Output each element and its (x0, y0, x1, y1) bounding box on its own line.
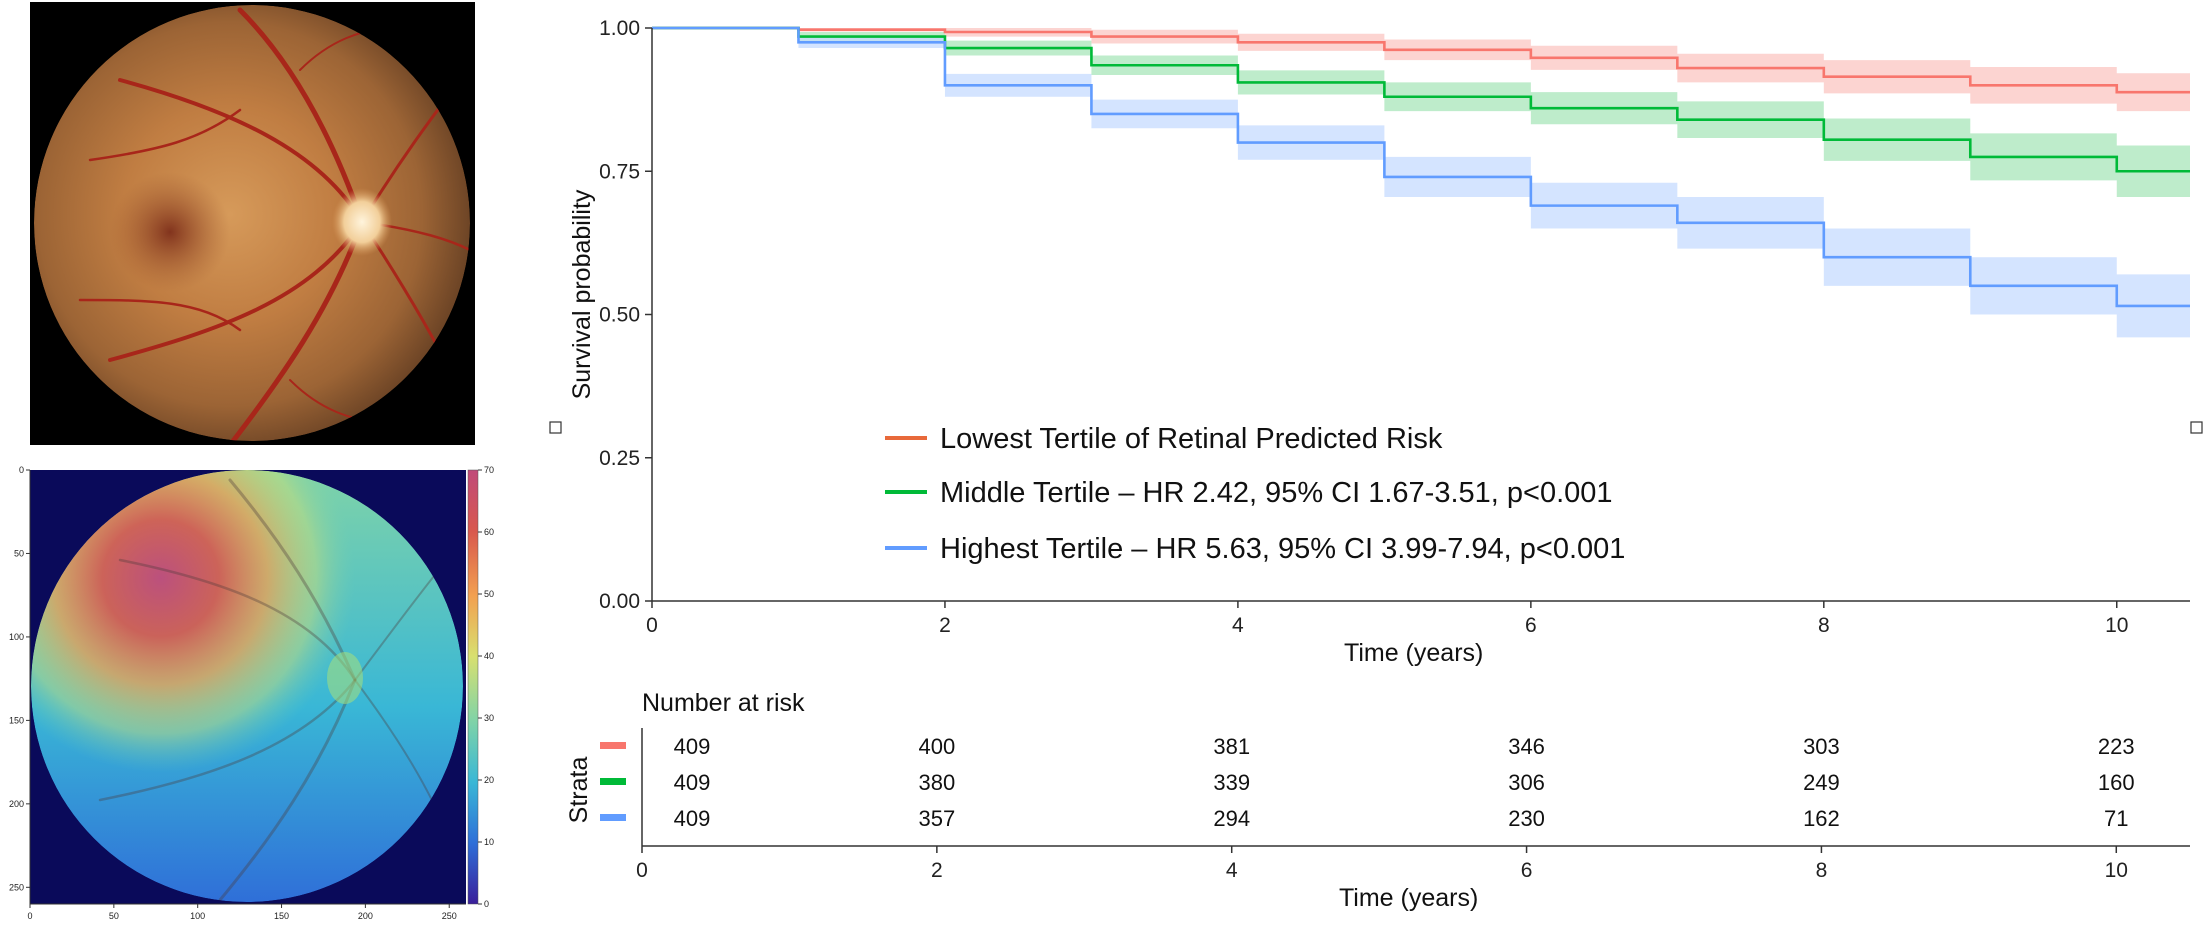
risk-cell-lowest: 303 (1803, 734, 1840, 759)
km-y-tick-label: 0.25 (599, 447, 640, 470)
km-x-tick-label: 8 (1818, 614, 1830, 637)
km-legend: Lowest Tertile of Retinal Predicted Risk… (885, 423, 1625, 565)
legend-label-lowest: Lowest Tertile of Retinal Predicted Risk (940, 423, 1443, 455)
risk-cell-highest: 294 (1213, 806, 1250, 831)
risk-cell-highest: 71 (2104, 806, 2128, 831)
saliency-x-tick-label: 150 (274, 911, 289, 921)
risk-cell-lowest: 409 (674, 734, 711, 759)
saliency-optic-disc (327, 652, 363, 704)
risk-x-tick-label: 6 (1521, 859, 1533, 882)
saliency-y-tick-label: 150 (9, 715, 24, 725)
saliency-colorbar (467, 469, 479, 905)
km-x-tick-label: 10 (2105, 614, 2128, 637)
km-y-tick-label: 1.00 (599, 17, 640, 40)
risk-cell-highest: 357 (918, 806, 955, 831)
saliency-y-tick-label: 100 (9, 632, 24, 642)
fundus-retina (34, 5, 470, 441)
km-y-axis-title: Survival probability (568, 189, 596, 399)
risk-cell-middle: 249 (1803, 770, 1840, 795)
risk-cell-lowest: 223 (2098, 734, 2135, 759)
survival-line-lowest (652, 26, 2190, 94)
number-at-risk-table: Number at risk Strata 409 400 381 346 303 223… (565, 689, 2190, 912)
saliency-y-tick-label: 200 (9, 799, 24, 809)
risk-x-tick-label: 0 (636, 859, 648, 882)
risk-cell-highest: 162 (1803, 806, 1840, 831)
edge-marker-right (2190, 421, 2203, 434)
risk-x-tick-label: 2 (931, 859, 943, 882)
fundus-macula (110, 172, 230, 292)
risk-cell-middle: 339 (1213, 770, 1250, 795)
fundus-optic-disc (332, 188, 392, 256)
colorbar-tick-label: 40 (484, 651, 494, 661)
risk-cell-middle: 160 (2098, 770, 2135, 795)
risk-cell-middle: 380 (918, 770, 955, 795)
saliency-x-tick-label: 100 (190, 911, 205, 921)
saliency-map: 0 50 100 150 200 250 0 50 100 150 200 250 0 10 20 30 4… (9, 465, 494, 921)
ci-band-middle (652, 28, 2190, 198)
colorbar-tick-label: 70 (484, 465, 494, 475)
risk-cell-highest: 409 (674, 806, 711, 831)
saliency-x-tick-label: 50 (109, 911, 119, 921)
legend-label-highest: Highest Tertile – HR 5.63, 95% CI 3.99-7… (940, 533, 1625, 565)
colorbar-tick-label: 50 (484, 589, 494, 599)
risk-cell-lowest: 400 (918, 734, 955, 759)
ci-band-lowest (652, 28, 2190, 112)
km-x-axis-title: Time (years) (1344, 639, 1483, 667)
saliency-x-tick-label: 200 (358, 911, 373, 921)
risk-x-axis-title: Time (years) (1339, 884, 1478, 912)
edge-marker-left (549, 421, 562, 434)
strata-swatch-middle (600, 778, 626, 785)
km-y-tick-label: 0.00 (599, 590, 640, 613)
saliency-x-tick-label: 250 (442, 911, 457, 921)
saliency-y-tick-label: 250 (9, 882, 24, 892)
ci-band-highest (652, 28, 2190, 338)
km-x-tick-label: 6 (1525, 614, 1537, 637)
risk-x-tick-label: 4 (1226, 859, 1238, 882)
colorbar-tick-label: 30 (484, 713, 494, 723)
risk-x-tick-label: 10 (2105, 859, 2128, 882)
risk-cell-highest: 230 (1508, 806, 1545, 831)
km-x-tick-label: 4 (1232, 614, 1244, 637)
risk-cell-lowest: 381 (1213, 734, 1250, 759)
colorbar-tick-label: 20 (484, 775, 494, 785)
km-survival-plot: 0 2 4 6 8 10 0.00 0.25 0.50 0.75 1.00 Time (years… (568, 17, 2190, 667)
legend-label-middle: Middle Tertile – HR 2.42, 95% CI 1.67-3.… (940, 477, 1613, 509)
strata-swatch-highest (600, 814, 626, 821)
saliency-y-tick-label: 50 (14, 548, 24, 558)
survival-line-highest (652, 26, 2190, 308)
risk-table-title: Number at risk (642, 689, 805, 717)
colorbar-tick-label: 10 (484, 837, 494, 847)
risk-cell-middle: 409 (674, 770, 711, 795)
saliency-y-tick-label: 0 (19, 465, 24, 475)
colorbar-tick-label: 60 (484, 527, 494, 537)
km-x-tick-label: 2 (939, 614, 951, 637)
risk-cell-middle: 306 (1508, 770, 1545, 795)
colorbar-tick-label: 0 (484, 899, 489, 909)
risk-cell-lowest: 346 (1508, 734, 1545, 759)
strata-swatch-lowest (600, 742, 626, 749)
fundus-photo (30, 2, 475, 445)
risk-x-tick-label: 8 (1816, 859, 1828, 882)
km-x-tick-label: 0 (646, 614, 658, 637)
km-y-tick-label: 0.75 (599, 160, 640, 183)
saliency-hot-region (31, 470, 463, 902)
km-y-tick-label: 0.50 (599, 304, 640, 327)
risk-table-strata-label: Strata (565, 757, 593, 824)
saliency-x-tick-label: 0 (27, 911, 32, 921)
